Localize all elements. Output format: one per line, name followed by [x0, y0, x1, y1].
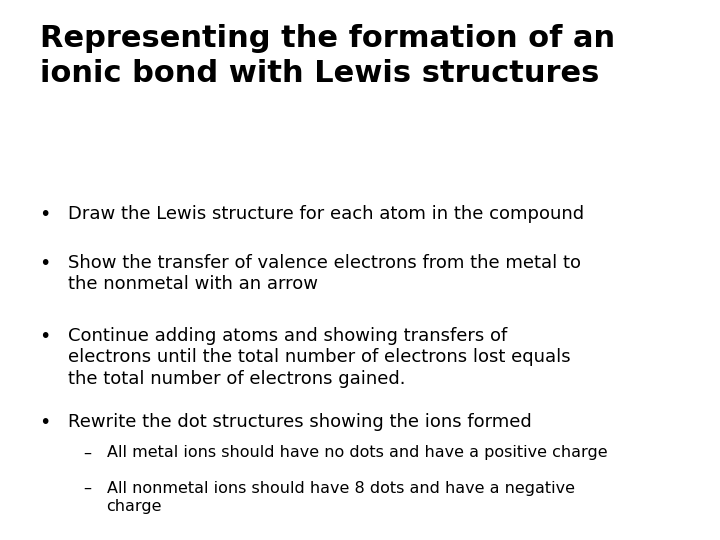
Text: Representing the formation of an
ionic bond with Lewis structures: Representing the formation of an ionic b…: [40, 24, 615, 88]
Text: •: •: [40, 413, 51, 432]
Text: Draw the Lewis structure for each atom in the compound: Draw the Lewis structure for each atom i…: [68, 205, 585, 223]
Text: All metal ions should have no dots and have a positive charge: All metal ions should have no dots and h…: [107, 446, 607, 461]
Text: Rewrite the dot structures showing the ions formed: Rewrite the dot structures showing the i…: [68, 413, 532, 431]
Text: –: –: [83, 481, 91, 496]
Text: Continue adding atoms and showing transfers of
electrons until the total number : Continue adding atoms and showing transf…: [68, 327, 571, 388]
Text: All nonmetal ions should have 8 dots and have a negative
charge: All nonmetal ions should have 8 dots and…: [107, 481, 575, 514]
Text: •: •: [40, 327, 51, 346]
Text: Show the transfer of valence electrons from the metal to
the nonmetal with an ar: Show the transfer of valence electrons f…: [68, 254, 582, 293]
Text: •: •: [40, 254, 51, 273]
Text: •: •: [40, 205, 51, 224]
Text: –: –: [83, 446, 91, 461]
